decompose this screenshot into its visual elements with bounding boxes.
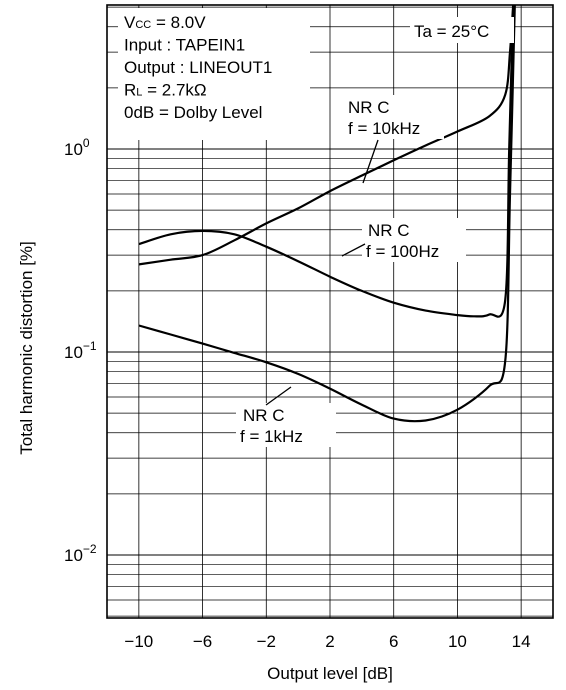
ta-label: Ta = 25°C (414, 22, 489, 41)
series-label-10khz-line1: NR C (348, 98, 390, 117)
condition-line-4: 0dB = Dolby Level (124, 103, 262, 122)
x-tick-label-5: 10 (448, 632, 467, 651)
x-tick-label-6: 14 (512, 632, 531, 651)
y-tick-label-1: 10−1 (64, 339, 97, 362)
condition-line-0: VCC = 8.0V (124, 13, 206, 32)
x-tick-label-3: 2 (325, 632, 334, 651)
x-tick-label-1: −6 (193, 632, 212, 651)
conditions-box (118, 8, 310, 140)
ta-label-bg (410, 17, 514, 43)
grid (107, 5, 553, 618)
series-curves (138, 4, 516, 423)
series-label-100hz-bg (362, 218, 466, 262)
curve-nrc-100hz (138, 4, 515, 318)
series-label-1khz: NR C f = 1kHz (236, 386, 336, 447)
x-tick-label-4: 6 (389, 632, 398, 651)
series-label-1khz-line1: NR C (243, 406, 285, 425)
series-label-1khz-line2: f = 1kHz (240, 427, 303, 446)
condition-line-1: Input : TAPEIN1 (124, 36, 245, 55)
x-ticks: −10 −6 −2 2 6 10 14 (124, 632, 530, 651)
series-label-100hz-line1: NR C (368, 221, 410, 240)
y-axis-title: Total harmonic distortion [%] (17, 241, 36, 455)
series-label-10khz-bg (344, 95, 444, 139)
series-label-100hz-leader (341, 243, 366, 257)
x-tick-label-2: −2 (257, 632, 276, 651)
x-tick-label-0: −10 (124, 632, 153, 651)
curve-nrc-1khz (138, 4, 516, 423)
conditions-text: VCC = 8.0V Input : TAPEIN1 Output : LINEOU… (124, 13, 272, 122)
series-label-10khz-line2: f = 10kHz (348, 119, 420, 138)
condition-line-3: RL = 2.7kΩ (124, 81, 207, 100)
series-label-1khz-bg (236, 403, 336, 447)
series-label-10khz-leader (362, 139, 379, 184)
x-axis-title: Output level [dB] (267, 664, 393, 683)
condition-line-2: Output : LINEOUT1 (124, 58, 272, 77)
y-tick-label-2: 100 (64, 136, 90, 159)
curve-nrc-10khz (138, 4, 515, 266)
plot-frame (106, 4, 554, 619)
series-label-1khz-leader (265, 386, 292, 406)
series-label-100hz-line2: f = 100Hz (366, 242, 439, 261)
y-tick-label-0: 10−2 (64, 542, 97, 565)
series-label-10khz: NR C f = 10kHz (344, 95, 444, 184)
y-ticks: 10−2 10−1 100 (64, 136, 97, 565)
series-label-100hz: NR C f = 100Hz (341, 218, 466, 262)
